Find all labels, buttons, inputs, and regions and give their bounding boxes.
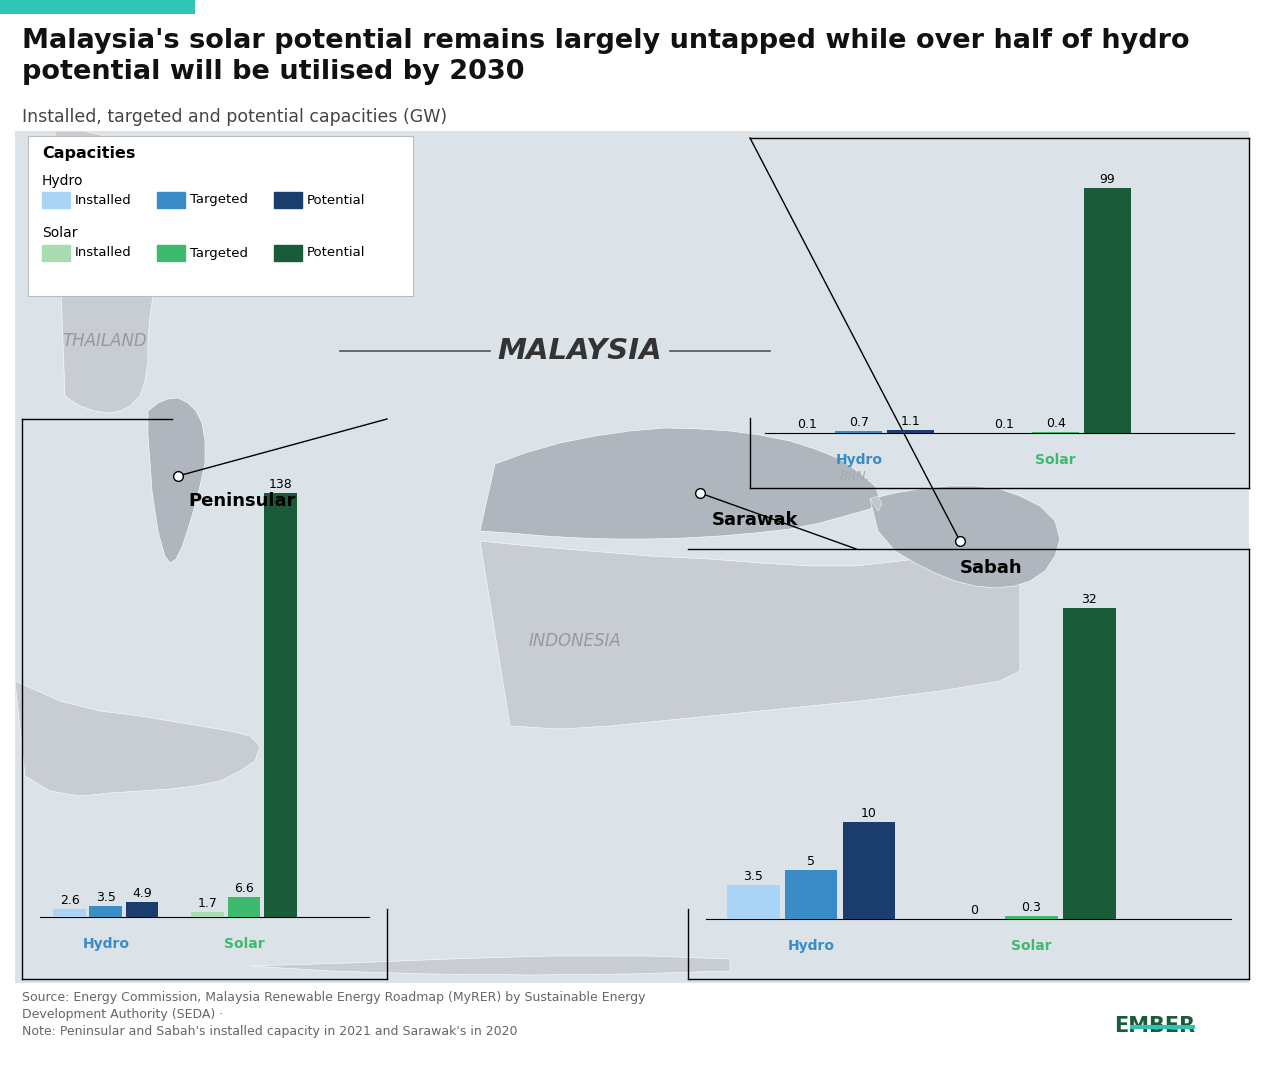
Text: Hydro: Hydro bbox=[787, 939, 834, 953]
Text: 0.3: 0.3 bbox=[1021, 901, 1042, 914]
Polygon shape bbox=[15, 681, 260, 796]
Text: Potential: Potential bbox=[307, 194, 365, 207]
Bar bbox=[836, 432, 882, 433]
Text: Hydro: Hydro bbox=[82, 937, 129, 951]
Text: Targeted: Targeted bbox=[190, 194, 248, 207]
Text: THAILAND: THAILAND bbox=[63, 332, 148, 350]
Bar bbox=[90, 906, 123, 917]
Text: 99: 99 bbox=[1100, 172, 1115, 186]
Bar bbox=[42, 192, 70, 208]
Polygon shape bbox=[870, 496, 882, 511]
Text: 1.1: 1.1 bbox=[900, 416, 920, 428]
Text: 0: 0 bbox=[969, 904, 978, 917]
Polygon shape bbox=[870, 486, 1060, 588]
Bar bbox=[157, 192, 185, 208]
Bar bbox=[727, 885, 780, 919]
Text: 0.7: 0.7 bbox=[849, 417, 868, 429]
Text: 4.9: 4.9 bbox=[133, 887, 152, 900]
Text: Malaysia's solar potential remains largely untapped while over half of hydro
pot: Malaysia's solar potential remains large… bbox=[21, 28, 1189, 85]
Bar bbox=[785, 871, 837, 919]
Bar bbox=[274, 245, 302, 261]
Text: 138: 138 bbox=[268, 479, 292, 492]
Text: Installed: Installed bbox=[75, 246, 131, 259]
Text: 5: 5 bbox=[806, 856, 815, 869]
Bar bbox=[1130, 1025, 1194, 1029]
Text: Solar: Solar bbox=[224, 937, 264, 951]
Polygon shape bbox=[56, 131, 174, 413]
Bar bbox=[53, 909, 86, 917]
Text: Solar: Solar bbox=[1011, 939, 1052, 953]
Text: Installed: Installed bbox=[75, 194, 131, 207]
Text: Potential: Potential bbox=[307, 246, 365, 259]
Polygon shape bbox=[480, 541, 1020, 729]
Text: Source: Energy Commission, Malaysia Renewable Energy Roadmap (MyRER) by Sustaina: Source: Energy Commission, Malaysia Rene… bbox=[21, 991, 646, 1038]
Text: 0.1: 0.1 bbox=[798, 418, 817, 431]
Polygon shape bbox=[148, 398, 205, 563]
Bar bbox=[264, 494, 297, 917]
Text: 32: 32 bbox=[1082, 593, 1097, 606]
Text: Sarawak: Sarawak bbox=[712, 511, 799, 529]
Text: 6.6: 6.6 bbox=[234, 881, 254, 894]
Text: Installed, targeted and potential capacities (GW): Installed, targeted and potential capaci… bbox=[21, 108, 447, 126]
Text: EMBER: EMBER bbox=[1114, 1016, 1194, 1036]
Bar bbox=[1063, 608, 1116, 919]
Text: 3.5: 3.5 bbox=[743, 870, 763, 883]
Polygon shape bbox=[250, 956, 731, 975]
Text: 10: 10 bbox=[861, 806, 877, 820]
Bar bbox=[42, 245, 70, 261]
Text: Capacities: Capacities bbox=[42, 146, 135, 161]
Text: 1.7: 1.7 bbox=[198, 896, 217, 909]
Text: 3.5: 3.5 bbox=[96, 891, 116, 904]
Bar bbox=[15, 131, 1249, 983]
Bar bbox=[1085, 187, 1131, 433]
Text: Sabah: Sabah bbox=[959, 559, 1023, 577]
Text: Hydro: Hydro bbox=[836, 453, 882, 467]
Text: MALAYSIA: MALAYSIA bbox=[498, 337, 662, 365]
Bar bbox=[157, 245, 185, 261]
Bar bbox=[1005, 916, 1058, 919]
Bar bbox=[274, 192, 302, 208]
Bar bbox=[28, 136, 413, 296]
Bar bbox=[228, 896, 260, 917]
Bar bbox=[887, 431, 934, 433]
Text: Targeted: Targeted bbox=[190, 246, 248, 259]
Text: Solar: Solar bbox=[1035, 453, 1076, 467]
Bar bbox=[843, 821, 895, 919]
Text: Hydro: Hydro bbox=[42, 174, 83, 188]
Text: BRN.: BRN. bbox=[839, 469, 871, 483]
Text: INDONESIA: INDONESIA bbox=[528, 632, 622, 650]
Text: Peninsular: Peninsular bbox=[188, 492, 296, 510]
Bar bbox=[0, 0, 195, 14]
Text: 2.6: 2.6 bbox=[59, 894, 80, 907]
Text: Solar: Solar bbox=[42, 226, 77, 240]
Bar bbox=[191, 911, 224, 917]
Polygon shape bbox=[480, 428, 880, 539]
Text: 0.4: 0.4 bbox=[1045, 417, 1066, 431]
Text: 0.1: 0.1 bbox=[995, 418, 1014, 431]
Bar bbox=[125, 902, 158, 917]
